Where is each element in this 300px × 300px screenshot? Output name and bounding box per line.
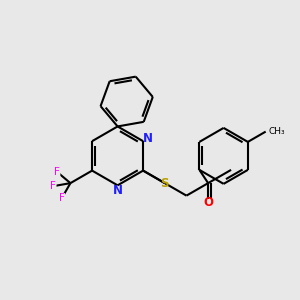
Text: S: S — [160, 177, 169, 190]
Text: F: F — [50, 181, 56, 191]
Text: F: F — [59, 194, 64, 203]
Text: O: O — [203, 196, 213, 209]
Text: N: N — [143, 132, 153, 145]
Text: N: N — [112, 184, 123, 197]
Text: CH₃: CH₃ — [268, 127, 285, 136]
Text: F: F — [54, 167, 60, 177]
